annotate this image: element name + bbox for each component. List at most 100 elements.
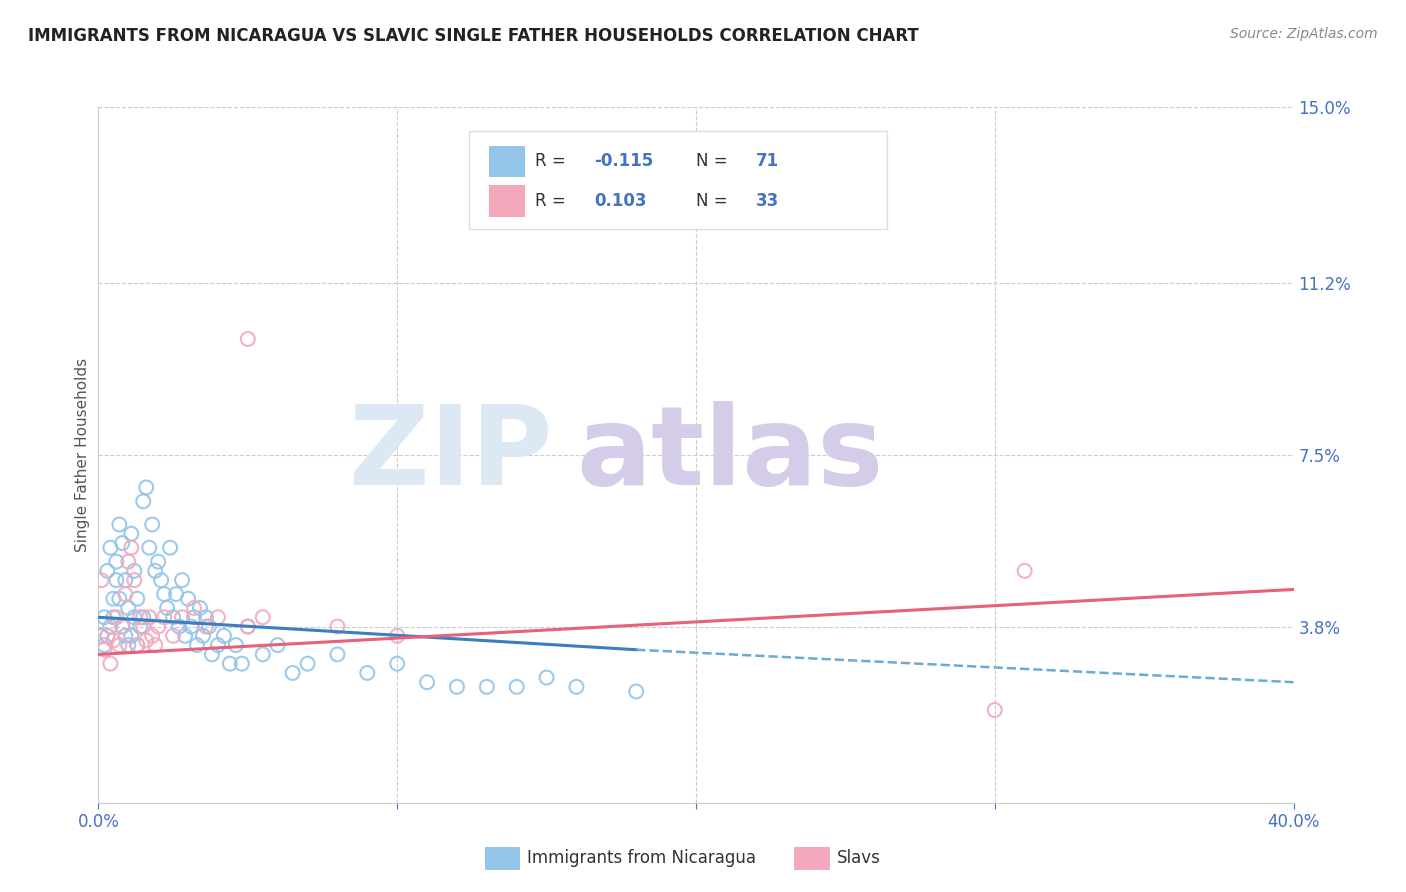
Point — [165, 587, 187, 601]
Point — [120, 629, 142, 643]
Point — [267, 638, 290, 652]
Point — [326, 619, 349, 633]
Point — [108, 517, 131, 532]
Text: R =: R = — [534, 153, 571, 170]
Point — [100, 619, 122, 633]
Point — [120, 526, 142, 541]
Point — [236, 619, 259, 633]
Point — [117, 555, 139, 569]
Point — [117, 638, 139, 652]
Point — [326, 648, 349, 662]
Point — [385, 657, 409, 671]
Point — [172, 573, 194, 587]
Text: Slavs: Slavs — [837, 849, 880, 867]
Point — [153, 610, 176, 624]
Point — [93, 638, 115, 652]
Point — [446, 680, 468, 694]
Point — [148, 555, 170, 569]
FancyBboxPatch shape — [470, 131, 887, 229]
Point — [103, 591, 125, 606]
Point — [135, 633, 157, 648]
Point — [162, 610, 184, 624]
Point — [103, 633, 125, 648]
Point — [506, 680, 529, 694]
Point — [132, 494, 155, 508]
Point — [984, 703, 1007, 717]
Point — [177, 591, 200, 606]
Point — [156, 601, 179, 615]
Point — [108, 591, 131, 606]
Bar — [489, 186, 524, 217]
Point — [138, 541, 160, 555]
Point — [127, 638, 149, 652]
Point — [195, 610, 218, 624]
Point — [626, 684, 648, 698]
Text: N =: N = — [696, 192, 733, 210]
Point — [188, 601, 211, 615]
Point — [127, 638, 149, 652]
Text: 33: 33 — [756, 192, 779, 210]
Point — [132, 619, 155, 633]
Point — [141, 517, 163, 532]
Point — [111, 619, 134, 633]
Point — [174, 629, 197, 643]
Point — [105, 610, 128, 624]
Point — [219, 657, 242, 671]
Text: 0.103: 0.103 — [595, 192, 647, 210]
Text: atlas: atlas — [576, 401, 884, 508]
Point — [96, 629, 118, 643]
Point — [108, 638, 131, 652]
Point — [90, 629, 112, 643]
Point — [198, 619, 221, 633]
Point — [191, 629, 214, 643]
Point — [117, 601, 139, 615]
Point — [93, 610, 115, 624]
Point — [96, 629, 118, 643]
Point — [195, 619, 218, 633]
Point — [114, 573, 136, 587]
Point — [252, 648, 274, 662]
Point — [297, 657, 319, 671]
Point — [148, 619, 170, 633]
Point — [281, 665, 304, 680]
Point — [138, 610, 160, 624]
Point — [120, 541, 142, 555]
Bar — [489, 145, 524, 177]
Point — [565, 680, 588, 694]
Point — [416, 675, 439, 690]
Text: ZIP: ZIP — [349, 401, 553, 508]
Point — [150, 573, 173, 587]
Point — [236, 332, 259, 346]
Point — [1014, 564, 1036, 578]
Point — [141, 629, 163, 643]
Point — [143, 638, 166, 652]
Point — [153, 587, 176, 601]
Point — [143, 564, 166, 578]
Point — [180, 619, 202, 633]
Point — [186, 638, 208, 652]
Point — [536, 671, 558, 685]
Point — [127, 591, 149, 606]
Point — [162, 629, 184, 643]
Point — [114, 629, 136, 643]
Point — [105, 573, 128, 587]
Point — [124, 610, 146, 624]
Point — [96, 564, 118, 578]
Point — [225, 638, 247, 652]
Point — [111, 619, 134, 633]
Point — [93, 642, 115, 657]
Point — [212, 629, 235, 643]
Y-axis label: Single Father Households: Single Father Households — [75, 358, 90, 552]
Point — [356, 665, 378, 680]
Point — [105, 555, 128, 569]
Point — [207, 610, 229, 624]
Point — [111, 536, 134, 550]
Point — [172, 610, 194, 624]
Point — [124, 573, 146, 587]
Point — [129, 619, 152, 633]
Point — [124, 564, 146, 578]
Text: 71: 71 — [756, 153, 779, 170]
Point — [114, 587, 136, 601]
Point — [132, 610, 155, 624]
Point — [207, 638, 229, 652]
